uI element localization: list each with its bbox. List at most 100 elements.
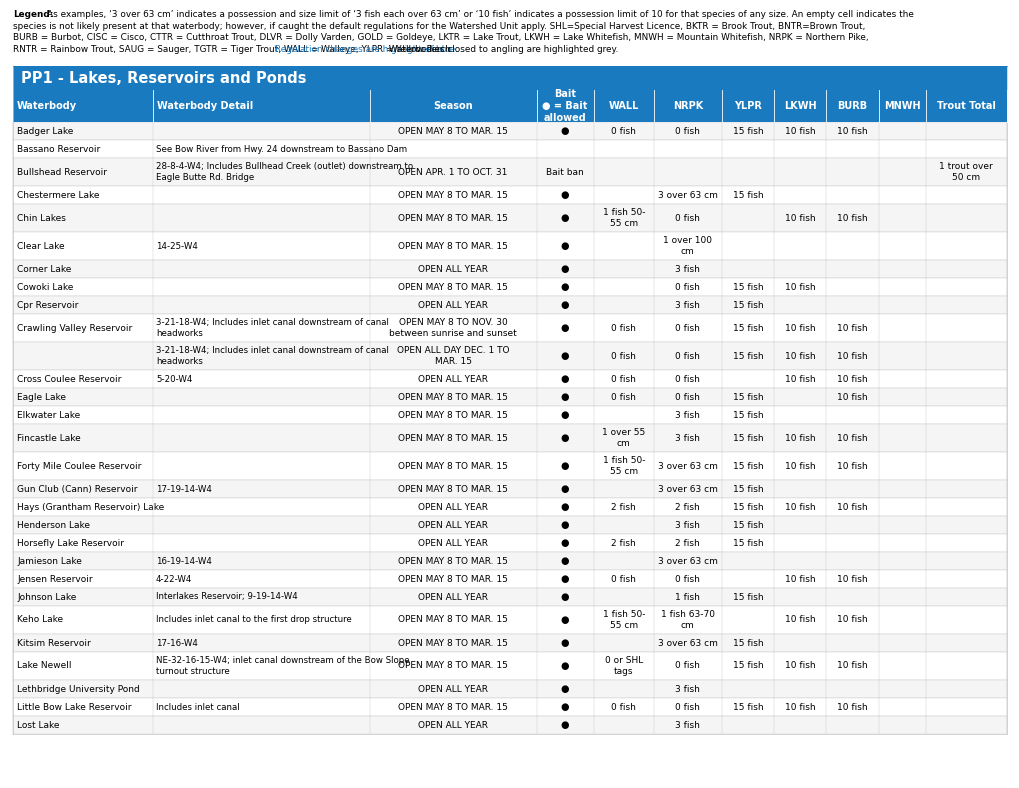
Text: OPEN MAY 8 TO MAR. 15: OPEN MAY 8 TO MAR. 15 [397,702,507,712]
Text: ●: ● [560,282,569,292]
Text: 15 fish: 15 fish [732,521,762,530]
Text: 10 fish: 10 fish [837,374,867,384]
Text: 1 fish 50-
55 cm: 1 fish 50- 55 cm [602,610,644,630]
Text: See Bow River from Hwy. 24 downstream to Bassano Dam: See Bow River from Hwy. 24 downstream to… [156,144,407,154]
Text: 28-8-4-W4; Includes Bullhead Creek (outlet) downstream to
Eagle Butte Rd. Bridge: 28-8-4-W4; Includes Bullhead Creek (outl… [156,162,413,182]
Text: ●: ● [560,615,569,625]
Text: NE-32-16-15-W4; inlet canal downstream of the Bow Slope
turnout structure: NE-32-16-15-W4; inlet canal downstream o… [156,656,410,675]
Text: 10 fish: 10 fish [837,702,867,712]
Text: ●: ● [560,720,569,730]
Text: Trout Total: Trout Total [936,101,995,111]
Text: RNTR = Rainbow Trout, SAUG = Sauger, TGTR = Tiger Trout, WALL = Walleye, YLPR = : RNTR = Rainbow Trout, SAUG = Sauger, TGT… [13,44,457,54]
Text: OPEN MAY 8 TO MAR. 15: OPEN MAY 8 TO MAR. 15 [397,411,507,419]
FancyBboxPatch shape [13,158,1006,186]
Text: Bullshead Reservoir: Bullshead Reservoir [17,168,107,177]
Text: OPEN MAY 8 TO MAR. 15: OPEN MAY 8 TO MAR. 15 [397,392,507,402]
Text: 3 fish: 3 fish [675,433,700,443]
Text: Regulation changes are highlighted blue.: Regulation changes are highlighted blue. [274,44,458,54]
Text: Interlakes Reservoir; 9-19-14-W4: Interlakes Reservoir; 9-19-14-W4 [156,593,298,601]
Text: 10 fish: 10 fish [785,374,815,384]
Text: 16-19-14-W4: 16-19-14-W4 [156,556,212,566]
Text: OPEN MAY 8 TO NOV. 30
between sunrise and sunset: OPEN MAY 8 TO NOV. 30 between sunrise an… [389,318,517,338]
Text: ●: ● [560,484,569,494]
Text: ●: ● [560,433,569,443]
Text: OPEN MAY 8 TO MAR. 15: OPEN MAY 8 TO MAR. 15 [397,638,507,648]
Text: 2 fish: 2 fish [675,503,699,511]
Text: 0 fish: 0 fish [610,127,636,136]
FancyBboxPatch shape [13,370,1006,388]
Text: ●: ● [560,190,569,200]
Text: YLPR: YLPR [734,101,761,111]
FancyBboxPatch shape [13,314,1006,342]
Text: 5-20-W4: 5-20-W4 [156,374,193,384]
Text: Clear Lake: Clear Lake [17,241,64,251]
Text: 15 fish: 15 fish [732,702,762,712]
Text: 10 fish: 10 fish [785,615,815,625]
Text: ●: ● [560,638,569,648]
FancyBboxPatch shape [13,260,1006,278]
Text: 15 fish: 15 fish [732,351,762,360]
Text: 10 fish: 10 fish [785,283,815,292]
Text: ●: ● [560,392,569,402]
FancyBboxPatch shape [13,278,1006,296]
Text: 1 fish: 1 fish [675,593,700,601]
Text: OPEN MAY 8 TO MAR. 15: OPEN MAY 8 TO MAR. 15 [397,214,507,222]
Text: Kitsim Reservoir: Kitsim Reservoir [17,638,91,648]
Text: OPEN MAY 8 TO MAR. 15: OPEN MAY 8 TO MAR. 15 [397,556,507,566]
Text: NRPK: NRPK [673,101,702,111]
Text: ●: ● [560,661,569,671]
Text: 15 fish: 15 fish [732,503,762,511]
Text: 2 fish: 2 fish [610,503,636,511]
Text: Legend:: Legend: [13,10,53,19]
Text: Eagle Lake: Eagle Lake [17,392,66,402]
Text: 10 fish: 10 fish [785,702,815,712]
Text: 15 fish: 15 fish [732,127,762,136]
Text: 1 over 55
cm: 1 over 55 cm [601,429,645,448]
Text: OPEN MAY 8 TO MAR. 15: OPEN MAY 8 TO MAR. 15 [397,283,507,292]
Text: 15 fish: 15 fish [732,411,762,419]
Text: species is not likely present at that waterbody; however, if caught the default : species is not likely present at that wa… [13,21,864,31]
Text: 17-19-14-W4: 17-19-14-W4 [156,485,212,493]
FancyBboxPatch shape [13,186,1006,204]
Text: 15 fish: 15 fish [732,638,762,648]
Text: 15 fish: 15 fish [732,433,762,443]
Text: OPEN ALL YEAR: OPEN ALL YEAR [418,720,488,730]
Text: ●: ● [560,684,569,694]
Text: 15 fish: 15 fish [732,324,762,333]
Text: 15 fish: 15 fish [732,300,762,310]
Text: 3-21-18-W4; Includes inlet canal downstream of canal
headworks: 3-21-18-W4; Includes inlet canal downstr… [156,318,388,338]
Text: ●: ● [560,300,569,310]
Text: Lethbridge University Pond: Lethbridge University Pond [17,685,140,693]
Text: ●: ● [560,126,569,136]
FancyBboxPatch shape [13,516,1006,534]
Text: 10 fish: 10 fish [837,214,867,222]
Text: 15 fish: 15 fish [732,593,762,601]
Text: 0 fish: 0 fish [610,374,636,384]
Text: Henderson Lake: Henderson Lake [17,521,90,530]
Text: 15 fish: 15 fish [732,392,762,402]
Text: 15 fish: 15 fish [732,485,762,493]
Text: 10 fish: 10 fish [785,661,815,671]
Text: 0 fish: 0 fish [675,702,700,712]
Text: Cpr Reservoir: Cpr Reservoir [17,300,78,310]
Text: ●: ● [560,351,569,361]
Text: OPEN ALL DAY DEC. 1 TO
MAR. 15: OPEN ALL DAY DEC. 1 TO MAR. 15 [396,346,508,366]
Text: ●: ● [560,213,569,223]
Text: 10 fish: 10 fish [837,462,867,470]
Text: ●: ● [560,461,569,471]
FancyBboxPatch shape [13,634,1006,652]
Text: Bassano Reservoir: Bassano Reservoir [17,144,100,154]
Text: 1 trout over
50 cm: 1 trout over 50 cm [938,162,993,182]
Text: OPEN ALL YEAR: OPEN ALL YEAR [418,503,488,511]
Text: ●: ● [560,374,569,384]
Text: Waterbody: Waterbody [17,101,77,111]
Text: 10 fish: 10 fish [785,433,815,443]
FancyBboxPatch shape [13,66,1006,90]
Text: 0 fish: 0 fish [675,392,700,402]
FancyBboxPatch shape [13,122,1006,140]
Text: Jamieson Lake: Jamieson Lake [17,556,82,566]
Text: Cross Coulee Reservoir: Cross Coulee Reservoir [17,374,121,384]
FancyBboxPatch shape [13,342,1006,370]
Text: ●: ● [560,556,569,566]
Text: 3 over 63 cm: 3 over 63 cm [657,638,717,648]
